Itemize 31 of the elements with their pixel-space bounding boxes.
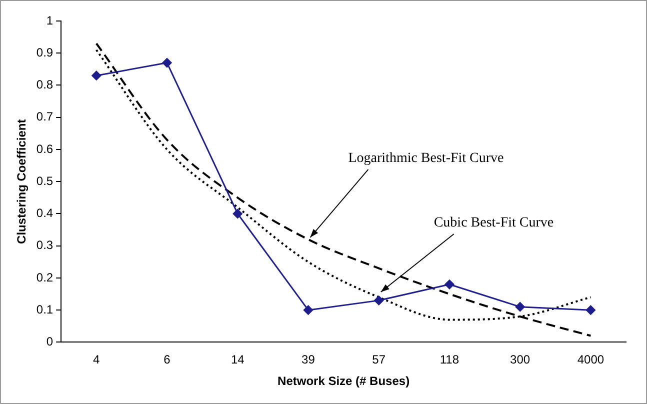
y-tick-label: 0.4 xyxy=(36,206,54,220)
x-tick-label: 300 xyxy=(510,352,530,367)
y-axis-title: Clustering Coefficient xyxy=(14,119,29,244)
y-tick-label: 0.8 xyxy=(36,78,54,92)
y-tick-label: 0.9 xyxy=(36,45,54,60)
y-tick-label: 0.7 xyxy=(36,110,54,124)
annotation: Logarithmic Best-Fit Curve xyxy=(348,151,504,166)
x-axis-title: Network Size (# Buses) xyxy=(278,374,410,388)
y-tick-label: 0.5 xyxy=(36,174,54,188)
x-tick-label: 4000 xyxy=(577,352,604,367)
y-tick-label: 1 xyxy=(46,13,54,28)
point xyxy=(232,208,242,218)
point xyxy=(92,70,102,80)
point xyxy=(374,296,384,306)
y-tick-label: 0.1 xyxy=(36,302,54,316)
point xyxy=(586,305,596,315)
x-tick-label: 118 xyxy=(440,352,460,367)
annotation: Cubic Best-Fit Curve xyxy=(434,216,554,231)
point xyxy=(303,305,313,315)
y-tick-label: 0.6 xyxy=(36,142,54,156)
x-tick-label: 6 xyxy=(164,352,171,367)
point xyxy=(515,302,525,312)
y-tick-label: 0.3 xyxy=(36,238,54,252)
x-tick-label: 4 xyxy=(93,352,100,367)
y-tick-label: 0.2 xyxy=(36,270,54,284)
point xyxy=(444,280,454,290)
x-tick-label: 39 xyxy=(302,352,316,367)
x-tick-label: 14 xyxy=(230,352,245,367)
x-tick-label: 57 xyxy=(372,352,386,367)
y-tick-label: 0 xyxy=(46,334,54,349)
point xyxy=(162,58,172,68)
